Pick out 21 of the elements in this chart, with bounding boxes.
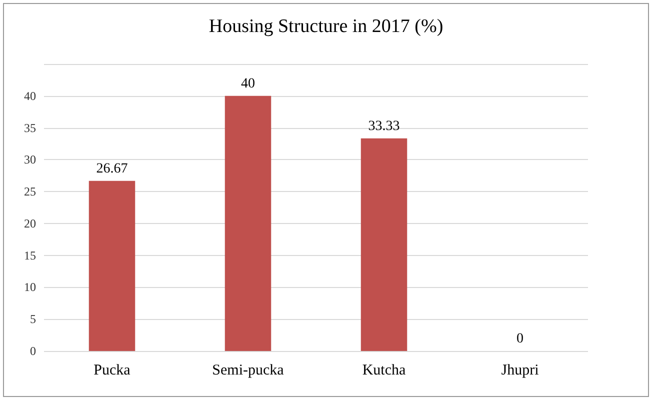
x-tick-label: Semi-pucka — [212, 362, 284, 378]
y-tick-label: 5 — [30, 312, 36, 326]
x-tick-label: Jhupri — [501, 362, 539, 378]
data-label: 0 — [516, 332, 524, 346]
data-label: 26.67 — [96, 161, 128, 176]
data-label: 33.33 — [368, 118, 400, 134]
bar — [360, 138, 408, 351]
x-tick-label: Pucka — [94, 362, 131, 378]
y-tick-label: 30 — [24, 152, 36, 167]
y-tick-label: 25 — [24, 184, 36, 199]
y-tick-label: 40 — [24, 88, 36, 103]
chart-title: Housing Structure in 2017 (%) — [208, 16, 444, 37]
bar — [224, 96, 272, 351]
y-tick-label: 0 — [30, 344, 36, 358]
bar — [88, 180, 136, 351]
y-tick-label: 10 — [24, 280, 36, 294]
y-tick-label: 20 — [24, 216, 36, 230]
data-label: 40 — [241, 76, 255, 92]
y-tick-label: 35 — [24, 120, 36, 135]
x-tick-label: Kutcha — [362, 362, 406, 378]
y-tick-label: 15 — [24, 248, 36, 262]
